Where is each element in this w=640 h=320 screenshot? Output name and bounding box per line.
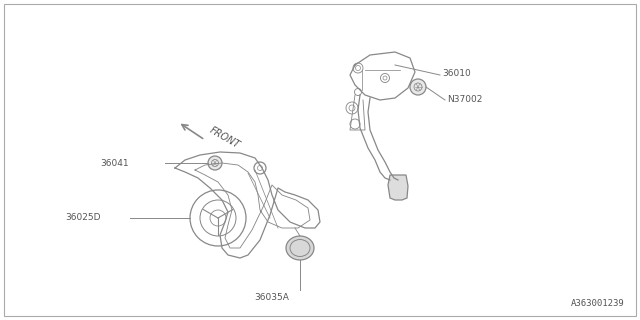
Text: N37002: N37002 [447,95,483,105]
Text: 36035A: 36035A [255,293,289,302]
Circle shape [208,156,222,170]
Circle shape [410,79,426,95]
Text: 36010: 36010 [442,69,471,78]
Polygon shape [388,175,408,200]
Text: 36025D: 36025D [65,213,100,222]
Ellipse shape [286,236,314,260]
Text: FRONT: FRONT [208,125,242,151]
Text: A363001239: A363001239 [572,299,625,308]
Text: 36041: 36041 [100,158,129,167]
